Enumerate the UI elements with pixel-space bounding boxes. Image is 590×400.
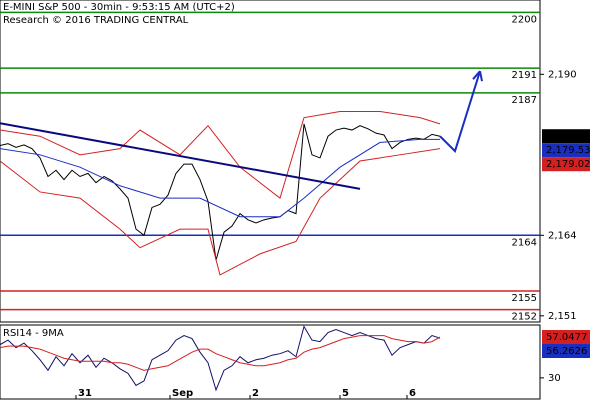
x-tick-label: 31 xyxy=(78,388,92,399)
price-line xyxy=(0,123,441,261)
lower-band xyxy=(0,148,441,276)
arrow-head xyxy=(472,70,483,82)
upper-band xyxy=(0,110,441,199)
forecast xyxy=(439,70,481,153)
level-label: 2200 xyxy=(512,14,537,25)
price-tag xyxy=(542,157,590,172)
price-tag xyxy=(542,143,590,158)
level-label: 2155 xyxy=(512,293,537,304)
rsi-panel xyxy=(0,324,541,400)
rsi-tick-label: 30 xyxy=(548,373,561,384)
x-tick-label: Sep xyxy=(172,388,193,399)
rsi-tag xyxy=(542,344,590,359)
price-tag xyxy=(542,129,590,144)
rsi-line xyxy=(0,325,441,392)
x-tick-label: 2 xyxy=(252,388,259,399)
x-tick-label: 6 xyxy=(409,388,416,399)
level-label: 2191 xyxy=(512,70,537,81)
rsi-tag-label: 57.0477 xyxy=(546,332,587,343)
chart-title: E-MINI S&P 500 - 30min - 9:53:15 AM (UTC… xyxy=(3,2,235,13)
rsi-ma-line xyxy=(0,335,441,371)
rsi-tag xyxy=(542,330,590,345)
level-label: 2187 xyxy=(512,95,537,106)
rsi-tag-label: 56.2626 xyxy=(546,346,587,357)
moving-average xyxy=(0,138,440,218)
price-tag-label: 2,179.53 xyxy=(546,145,590,156)
y-tick-label: 2,164 xyxy=(548,230,577,241)
rsi-title: RSI14 - 9MA xyxy=(3,328,64,339)
price-panel xyxy=(0,0,541,323)
chart-subtitle: Research © 2016 TRADING CENTRAL xyxy=(3,15,189,26)
trendline xyxy=(0,122,361,190)
price-tag-label: 2,180 xyxy=(546,131,575,142)
y-tick-label: 2,190 xyxy=(548,69,577,80)
level-label: 2152 xyxy=(512,312,537,323)
y-tick-label: 2,151 xyxy=(548,311,577,322)
price-tag-label: 2,179.02 xyxy=(546,159,590,170)
x-tick-label: 5 xyxy=(342,388,349,399)
level-label: 2164 xyxy=(512,237,537,248)
